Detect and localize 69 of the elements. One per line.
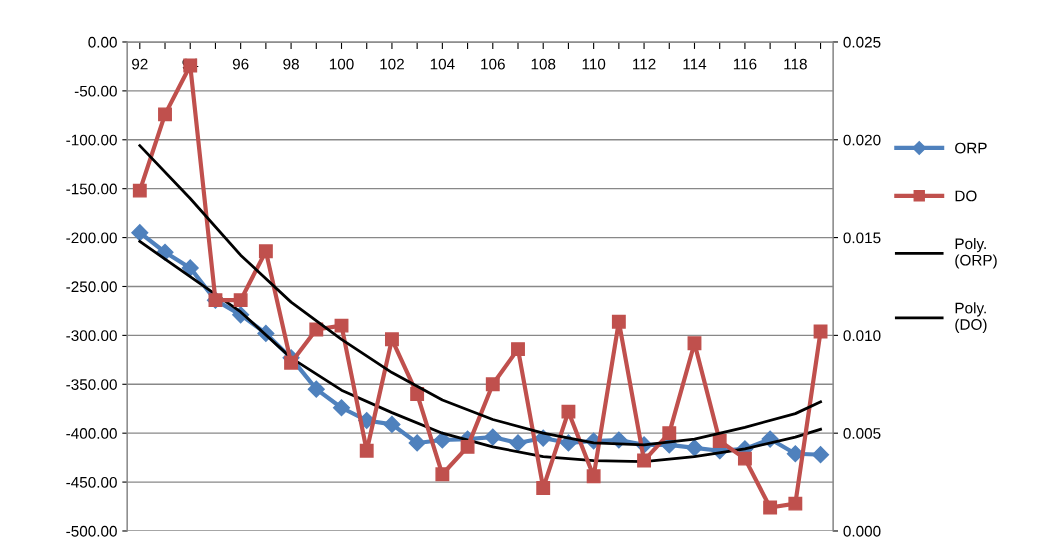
point: [737, 451, 752, 466]
legend-label: ORP: [955, 142, 987, 154]
y-tick-label: -350.00: [66, 379, 117, 390]
x-tick-label: 102: [380, 58, 404, 70]
point: [332, 399, 351, 417]
x-tick-label: 112: [633, 58, 656, 70]
point: [435, 467, 450, 482]
y-tick-label: -200.00: [66, 232, 117, 244]
x-tick-label: 108: [531, 58, 556, 70]
point: [334, 318, 349, 333]
point: [485, 377, 500, 392]
point: [284, 355, 299, 370]
point: [359, 443, 374, 458]
x-tick-label: 98: [283, 58, 299, 70]
point: [812, 446, 830, 464]
point: [131, 224, 149, 242]
point: [637, 453, 652, 468]
legend-label: DO: [955, 190, 977, 202]
point: [408, 434, 426, 452]
x-tick-label: 110: [582, 58, 606, 70]
point: [687, 336, 702, 351]
point: [586, 469, 601, 484]
point: [509, 434, 527, 452]
point: [383, 415, 401, 433]
point: [484, 428, 502, 446]
y2-tick-label: 0.010: [843, 330, 881, 342]
y-tick-label: -100.00: [66, 134, 117, 146]
x-tick-label: 116: [733, 58, 757, 70]
x-tick-label: 106: [481, 58, 505, 70]
point: [536, 481, 551, 495]
point: [662, 426, 677, 441]
legend-label: Poly. (ORP): [955, 237, 997, 269]
point: [763, 500, 778, 515]
point: [460, 439, 475, 454]
y2-tick-label: 0.015: [843, 232, 881, 244]
y-tick-label: -250.00: [66, 281, 117, 293]
point: [233, 293, 248, 308]
x-tick-label: 96: [232, 58, 249, 70]
point: [685, 439, 704, 457]
y-tick-label: -450.00: [66, 476, 117, 488]
y-tick-label: -500.00: [66, 525, 117, 537]
y2-tick-label: 0.005: [843, 428, 881, 439]
point: [788, 496, 803, 511]
y2-tick-label: 0.000: [843, 525, 881, 537]
y-tick-label: -300.00: [66, 330, 117, 342]
point: [561, 404, 576, 419]
point: [511, 342, 525, 357]
point: [433, 431, 451, 449]
y-tick-label: -150.00: [66, 183, 117, 195]
point: [158, 107, 172, 122]
point: [384, 332, 399, 347]
point: [258, 244, 273, 259]
y-tick-label: -50.00: [74, 85, 117, 97]
point: [181, 259, 199, 277]
x-tick-label: 100: [329, 58, 354, 70]
point: [307, 380, 325, 398]
point: [132, 183, 147, 198]
y2-tick-label: 0.025: [843, 36, 881, 48]
legend-label: Poly. (DO): [955, 302, 987, 333]
x-tick-label: 92: [132, 58, 148, 70]
point: [410, 387, 425, 402]
x-tick-label: 118: [784, 58, 807, 70]
point: [611, 314, 626, 329]
y-tick-label: 0.00: [88, 36, 117, 48]
y-tick-label: -400.00: [66, 428, 117, 439]
y2-tick-label: 0.020: [843, 134, 881, 146]
point: [712, 434, 727, 448]
x-tick-label: 114: [683, 58, 707, 70]
x-tick-label: 104: [430, 58, 455, 70]
